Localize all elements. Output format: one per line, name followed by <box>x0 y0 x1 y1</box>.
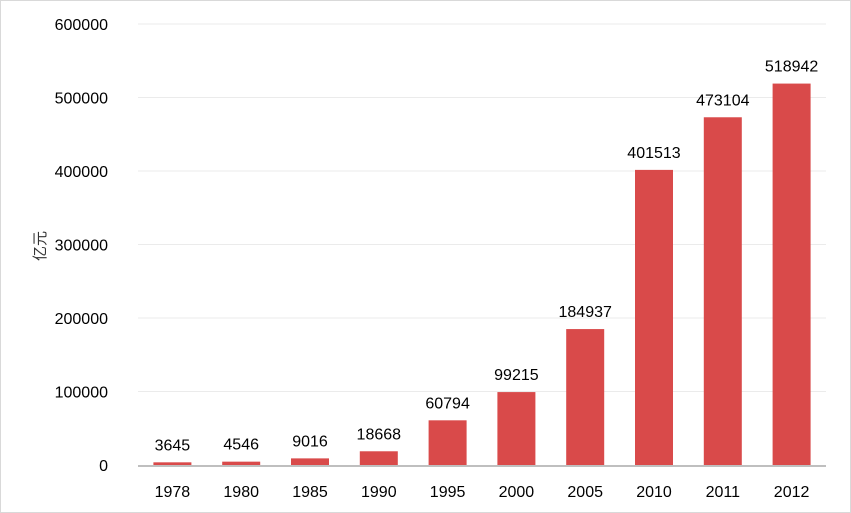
bar <box>222 461 261 465</box>
y-tick-label: 0 <box>99 458 108 475</box>
data-label: 184937 <box>559 304 612 321</box>
data-label: 60794 <box>425 395 470 412</box>
data-label: 9016 <box>292 433 328 450</box>
x-tick-label: 1985 <box>292 484 328 501</box>
data-label: 518942 <box>765 59 818 76</box>
data-label: 3645 <box>155 437 191 454</box>
data-label: 18668 <box>357 426 402 443</box>
x-tick-label: 2000 <box>499 484 535 501</box>
bar <box>635 169 673 465</box>
bar <box>359 451 398 465</box>
bar <box>153 462 192 465</box>
bar <box>772 83 811 465</box>
x-tick-label: 2010 <box>636 484 672 501</box>
x-tick-label: 2011 <box>706 484 741 501</box>
data-label: 473104 <box>696 92 749 109</box>
y-tick-label: 300000 <box>55 238 108 255</box>
bar <box>291 458 329 465</box>
x-tick-label: 2012 <box>774 484 810 501</box>
x-tick-label: 1978 <box>155 484 191 501</box>
y-axis-label: 亿元 <box>32 231 49 261</box>
data-label: 99215 <box>494 367 539 384</box>
x-tick-label: 1980 <box>223 484 259 501</box>
bar <box>428 420 467 465</box>
data-label: 401513 <box>627 145 680 162</box>
bar <box>566 329 605 465</box>
y-tick-label: 400000 <box>55 164 108 181</box>
y-tick-label: 200000 <box>55 311 108 328</box>
data-label: 4546 <box>223 437 259 454</box>
bar <box>703 117 742 466</box>
x-tick-label: 2005 <box>567 484 603 501</box>
y-tick-label: 100000 <box>55 385 108 402</box>
y-tick-label: 600000 <box>55 17 108 34</box>
x-tick-label: 1995 <box>430 484 466 501</box>
y-tick-label: 500000 <box>55 91 108 108</box>
x-tick-label: 1990 <box>361 484 397 501</box>
bar <box>497 392 536 465</box>
